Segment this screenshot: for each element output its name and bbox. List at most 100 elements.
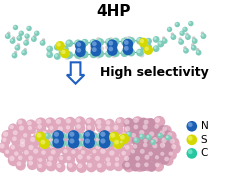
Circle shape (105, 126, 110, 131)
Circle shape (124, 119, 130, 125)
Circle shape (127, 37, 135, 45)
Circle shape (134, 137, 138, 141)
Circle shape (57, 137, 60, 140)
Circle shape (131, 133, 136, 138)
Circle shape (75, 41, 86, 51)
Circle shape (137, 50, 141, 53)
Circle shape (161, 138, 167, 143)
Circle shape (105, 50, 113, 58)
Circle shape (90, 46, 95, 50)
Circle shape (165, 135, 171, 141)
Circle shape (137, 38, 141, 41)
Circle shape (66, 125, 70, 130)
Circle shape (75, 123, 85, 133)
Circle shape (92, 47, 97, 52)
Circle shape (97, 39, 101, 43)
Circle shape (56, 136, 63, 143)
Circle shape (75, 136, 85, 146)
Circle shape (139, 130, 144, 135)
Circle shape (15, 46, 18, 48)
Circle shape (151, 142, 162, 153)
Circle shape (107, 40, 118, 50)
Circle shape (138, 162, 148, 171)
Circle shape (162, 149, 172, 159)
Circle shape (163, 155, 174, 166)
Circle shape (167, 132, 172, 137)
Circle shape (45, 160, 57, 171)
Circle shape (128, 50, 132, 53)
Circle shape (143, 125, 153, 135)
Circle shape (66, 118, 71, 124)
Circle shape (49, 148, 60, 159)
Circle shape (143, 153, 154, 164)
Circle shape (106, 51, 110, 54)
Circle shape (114, 140, 119, 145)
Circle shape (127, 124, 137, 134)
Circle shape (105, 38, 113, 46)
Circle shape (60, 141, 63, 144)
Circle shape (120, 149, 130, 160)
Circle shape (75, 46, 86, 57)
Circle shape (153, 131, 163, 141)
Circle shape (148, 136, 158, 146)
Circle shape (151, 154, 161, 164)
Circle shape (196, 50, 201, 56)
Circle shape (93, 154, 105, 166)
Circle shape (171, 144, 176, 149)
Circle shape (66, 142, 75, 151)
Circle shape (34, 31, 40, 36)
Circle shape (112, 38, 120, 45)
Circle shape (155, 163, 160, 167)
Circle shape (75, 133, 82, 139)
Circle shape (91, 46, 101, 57)
Circle shape (148, 130, 159, 142)
Circle shape (111, 53, 116, 58)
Circle shape (188, 21, 194, 26)
Circle shape (123, 39, 133, 50)
Circle shape (120, 135, 125, 140)
Circle shape (167, 27, 172, 32)
Circle shape (125, 162, 130, 167)
Circle shape (146, 118, 156, 128)
Circle shape (28, 145, 34, 150)
Circle shape (123, 118, 135, 130)
Circle shape (22, 50, 25, 53)
Circle shape (171, 34, 176, 40)
Circle shape (91, 40, 94, 43)
Circle shape (158, 141, 170, 153)
Circle shape (46, 119, 51, 124)
Circle shape (68, 137, 73, 142)
Circle shape (37, 124, 42, 129)
Circle shape (61, 45, 69, 53)
Circle shape (182, 27, 188, 32)
Circle shape (133, 125, 138, 129)
Circle shape (82, 141, 85, 144)
Circle shape (108, 149, 120, 161)
Circle shape (18, 31, 24, 36)
Circle shape (17, 124, 29, 136)
Circle shape (140, 142, 150, 152)
Circle shape (27, 143, 39, 155)
Circle shape (62, 148, 72, 157)
Circle shape (144, 120, 149, 125)
Circle shape (95, 136, 105, 146)
Circle shape (178, 39, 184, 45)
Circle shape (112, 140, 119, 147)
Circle shape (126, 44, 129, 48)
Circle shape (157, 133, 163, 139)
Circle shape (35, 117, 47, 129)
Circle shape (74, 51, 82, 59)
Circle shape (131, 130, 140, 140)
Circle shape (85, 137, 88, 140)
Circle shape (186, 148, 197, 159)
Circle shape (132, 136, 141, 146)
Circle shape (8, 154, 20, 166)
Circle shape (153, 116, 165, 128)
Circle shape (160, 143, 165, 148)
Circle shape (84, 143, 95, 154)
Circle shape (142, 155, 152, 165)
Circle shape (179, 40, 182, 42)
Circle shape (124, 40, 129, 45)
Circle shape (39, 138, 50, 149)
Circle shape (66, 40, 70, 44)
